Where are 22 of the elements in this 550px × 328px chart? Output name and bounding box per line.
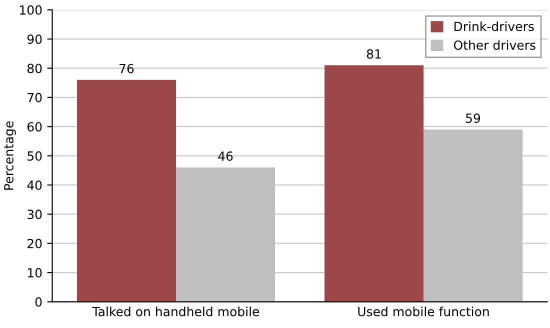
legend-label: Other drivers — [454, 40, 536, 50]
y-tick-label: 30 — [28, 210, 42, 220]
bar — [77, 80, 176, 302]
legend-label: Drink-drivers — [454, 21, 534, 32]
y-tick-label: 80 — [27, 64, 42, 74]
y-tick-label: 50 — [28, 151, 42, 161]
data-label: 81 — [366, 49, 381, 59]
y-tick-label: 100 — [20, 5, 42, 15]
y-tick-label: 40 — [27, 180, 42, 190]
data-label: 59 — [466, 113, 480, 123]
y-tick-label: 10 — [28, 268, 42, 278]
data-label: 46 — [218, 151, 233, 161]
y-tick-label: 20 — [28, 238, 42, 248]
y-tick-label: 90 — [27, 34, 42, 44]
y-tick-label: 60 — [27, 122, 42, 132]
x-tick-label: Talked on handheld mobile — [92, 306, 260, 316]
data-label: 76 — [120, 64, 134, 74]
y-axis-title: Percentage — [4, 121, 16, 190]
bar — [324, 65, 424, 302]
x-tick-label: Used mobile function — [358, 306, 489, 316]
y-tick-label: 0 — [35, 297, 42, 307]
y-tick-label: 70 — [28, 92, 42, 102]
